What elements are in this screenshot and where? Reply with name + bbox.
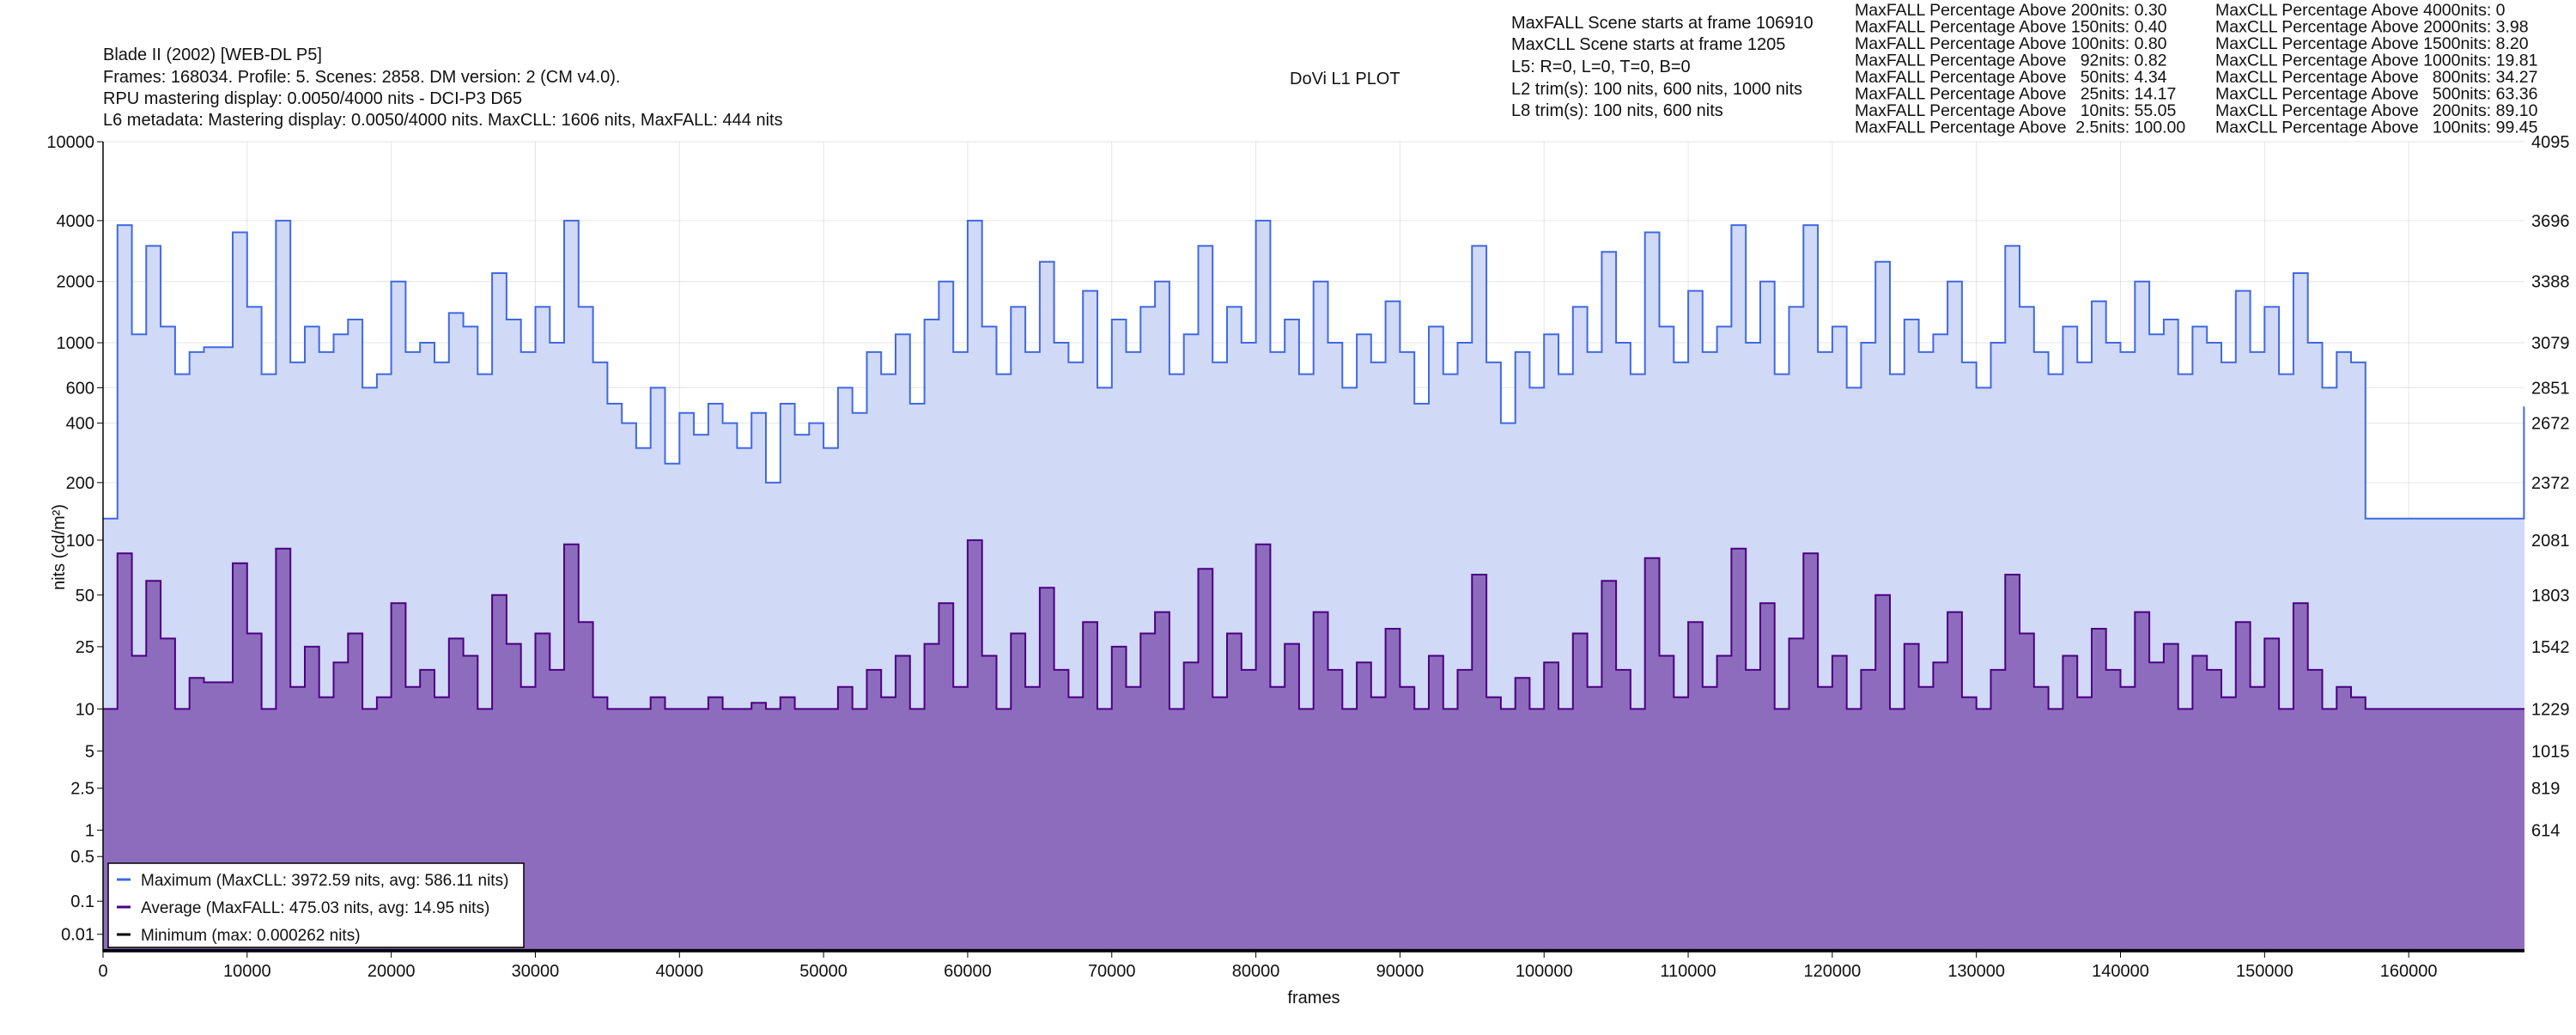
maxcll-stat: MaxCLL Percentage Above 1500nits: 8.20	[2215, 34, 2529, 53]
x-tick-label: 140000	[2092, 962, 2149, 981]
y-tick-label: 100	[66, 532, 94, 551]
axes: 0 10000 20000 30000 40000 50000 60000 70000 8000…	[46, 133, 2569, 981]
series-layer	[103, 219, 2525, 952]
average-series-line	[103, 539, 2524, 710]
y2-tick-label: 4095	[2531, 133, 2570, 152]
y2-tick-label: 2372	[2531, 474, 2570, 493]
y2-tick-label: 2672	[2531, 415, 2570, 434]
y-tick-label: 0.5	[70, 848, 94, 867]
legend-maximum: Maximum (MaxCLL: 3972.59 nits, avg: 586.…	[141, 872, 508, 890]
y2-tick-label: 614	[2531, 822, 2560, 841]
y2-tick-label: 3079	[2531, 334, 2570, 353]
y2-tick-label: 2851	[2531, 379, 2570, 398]
y2-tick-label: 819	[2531, 780, 2560, 799]
x-axis-label: frames	[1287, 989, 1340, 1008]
y-axis-label: nits (cd/m²)	[50, 504, 69, 590]
legend-minimum: Minimum (max: 0.000262 nits)	[141, 927, 361, 945]
x-tick-label: 120000	[1804, 962, 1862, 981]
x-tick-label: 160000	[2380, 962, 2438, 981]
x-tick-label: 30000	[512, 962, 560, 981]
maxfall-stat: MaxFALL Percentage Above 25nits: 14.17	[1855, 85, 2176, 104]
maxcll-stat: MaxCLL Percentage Above 4000nits: 0	[2215, 1, 2506, 20]
y-tick-label: 400	[66, 415, 94, 434]
info-line: MaxFALL Scene starts at frame 106910	[1511, 14, 1814, 33]
x-tick-label: 100000	[1516, 962, 1573, 981]
y-tick-label: 1	[85, 822, 94, 841]
header-l6-info: L6 metadata: Mastering display: 0.0050/4…	[103, 111, 783, 130]
y2-tick-label: 1229	[2531, 700, 2570, 719]
x-tick-label: 60000	[944, 962, 992, 981]
legend: Maximum (MaxCLL: 3972.59 nits, avg: 586.…	[107, 862, 525, 948]
y2-tick-label: 1015	[2531, 742, 2570, 761]
maxfall-stat: MaxFALL Percentage Above 100nits: 0.80	[1855, 34, 2167, 53]
y-tick-label: 200	[66, 474, 94, 493]
x-tick-label: 80000	[1232, 962, 1280, 981]
maxfall-stat: MaxFALL Percentage Above 2.5nits: 100.00	[1855, 119, 2185, 137]
info-line: L2 trim(s): 100 nits, 600 nits, 1000 nit…	[1511, 80, 1802, 99]
x-tick-label: 90000	[1376, 962, 1425, 981]
y-tick-label: 600	[66, 379, 94, 398]
y-tick-label: 4000	[57, 212, 95, 231]
legend-average: Average (MaxFALL: 475.03 nits, avg: 14.9…	[141, 899, 489, 917]
maxfall-stat: MaxFALL Percentage Above 10nits: 55.05	[1855, 101, 2177, 120]
x-tick-label: 110000	[1660, 962, 1716, 981]
y-tick-label: 2.5	[70, 780, 94, 799]
x-tick-label: 70000	[1088, 962, 1136, 981]
maxcll-stat: MaxCLL Percentage Above 2000nits: 3.98	[2215, 18, 2529, 37]
maxfall-stat: MaxFALL Percentage Above 50nits: 4.34	[1855, 68, 2167, 87]
maxcll-stat: MaxCLL Percentage Above 100nits: 99.45	[2215, 119, 2538, 137]
x-tick-label: 150000	[2236, 962, 2293, 981]
percentage-stats: MaxFALL Percentage Above 200nits: 0.30Ma…	[1855, 1, 2538, 137]
header-frames-info: Frames: 168034. Profile: 5. Scenes: 2858…	[103, 68, 620, 87]
maxcll-stat: MaxCLL Percentage Above 800nits: 34.27	[2215, 68, 2537, 87]
header-rpu-info: RPU mastering display: 0.0050/4000 nits …	[103, 89, 522, 108]
x-tick-label: 0	[98, 962, 107, 981]
x-tick-label: 130000	[1947, 962, 2005, 981]
maxfall-stat: MaxFALL Percentage Above 92nits: 0.82	[1855, 52, 2167, 70]
info-line: L5: R=0, L=0, T=0, B=0	[1511, 58, 1691, 76]
maxcll-stat: MaxCLL Percentage Above 500nits: 63.36	[2215, 85, 2537, 104]
y2-tick-label: 3696	[2531, 212, 2570, 231]
y-tick-label: 10000	[46, 133, 94, 152]
x-tick-label: 20000	[368, 962, 416, 981]
y-tick-label: 10	[76, 700, 94, 719]
y2-tick-label: 3388	[2531, 273, 2570, 292]
maxfall-stat: MaxFALL Percentage Above 150nits: 0.40	[1855, 18, 2167, 37]
y-tick-label: 1000	[57, 334, 95, 353]
plot-title: DoVi L1 PLOT	[1290, 70, 1400, 88]
x-tick-label: 50000	[799, 962, 848, 981]
maximum-series-line	[103, 219, 2525, 520]
header-title: Blade II (2002) [WEB-DL P5]	[103, 46, 322, 64]
x-tick-label: 10000	[223, 962, 271, 981]
x-tick-label: 40000	[655, 962, 703, 981]
info-line: MaxCLL Scene starts at frame 1205	[1511, 35, 1785, 54]
y-tick-label: 0.01	[61, 926, 94, 945]
maxcll-stat: MaxCLL Percentage Above 200nits: 89.10	[2215, 101, 2538, 120]
y-tick-label: 5	[85, 742, 94, 761]
info-line: L8 trim(s): 100 nits, 600 nits	[1511, 101, 1723, 120]
y-tick-label: 25	[76, 638, 94, 657]
y-tick-label: 0.1	[70, 892, 94, 911]
y2-tick-label: 1542	[2531, 638, 2570, 657]
y2-tick-label: 1803	[2531, 587, 2570, 606]
average-series-fill	[103, 539, 2524, 952]
maxfall-stat: MaxFALL Percentage Above 200nits: 0.30	[1855, 1, 2167, 20]
maxcll-stat: MaxCLL Percentage Above 1000nits: 19.81	[2215, 52, 2537, 70]
y-tick-label: 2000	[57, 273, 95, 292]
y-tick-label: 50	[76, 587, 94, 606]
y2-tick-label: 2081	[2531, 532, 2570, 551]
